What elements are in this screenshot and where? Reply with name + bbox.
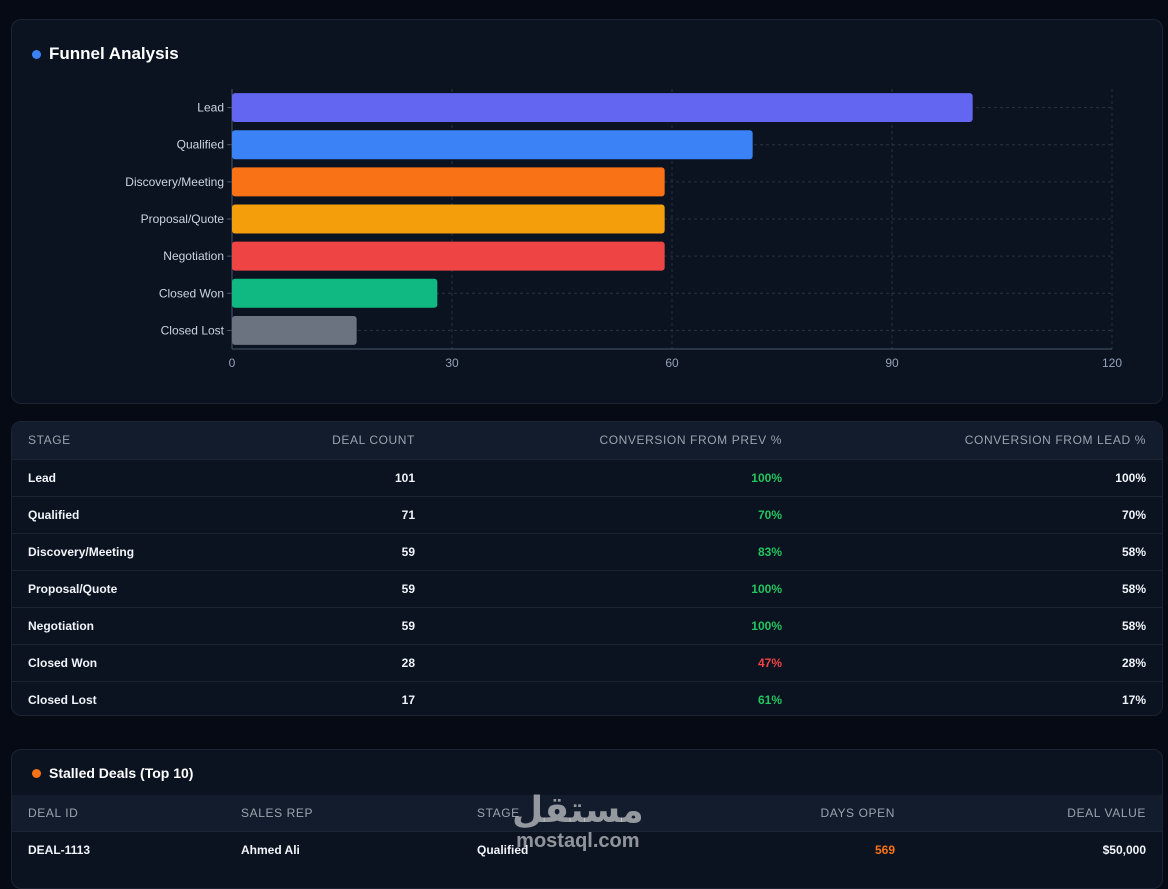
y-tick-label: Closed Won	[159, 286, 224, 300]
y-tick-label: Qualified	[177, 138, 224, 152]
cell-sales-rep: Ahmed Ali	[225, 830, 461, 868]
stage-table-row[interactable]: Closed Lost 17 61% 17%	[12, 680, 1162, 715]
cell-deal-count: 59	[212, 532, 431, 570]
stage-table-row[interactable]: Lead 101 100% 100%	[12, 458, 1162, 496]
header-deal-count[interactable]: DEAL COUNT	[332, 433, 415, 448]
cell-conversion-lead: 17%	[798, 680, 1162, 715]
cell-deal-count: 101	[212, 458, 431, 496]
header-sales-rep[interactable]: SALES REP	[241, 805, 314, 820]
y-tick-label: Lead	[197, 101, 224, 115]
cell-conversion-prev: 70%	[431, 495, 798, 533]
cell-conversion-prev: 100%	[431, 458, 798, 496]
cell-deal-value: $50,000	[911, 830, 1162, 868]
cell-stage: Lead	[12, 458, 212, 496]
cell-conversion-lead: 58%	[798, 606, 1162, 644]
header-stage[interactable]: STAGE	[477, 805, 520, 820]
header-deal-value[interactable]: DEAL VALUE	[1067, 805, 1146, 820]
bar-negotiation	[232, 241, 665, 271]
stalled-title-text: Stalled Deals (Top 10)	[49, 765, 194, 781]
cell-conversion-lead: 100%	[798, 458, 1162, 496]
x-tick-label: 120	[1102, 356, 1122, 370]
bar-qualified	[232, 130, 753, 160]
y-tick-label: Negotiation	[163, 249, 224, 263]
cell-deal-id: DEAL-1113	[12, 830, 225, 868]
stage-table-header-row: STAGE DEAL COUNT CONVERSION FROM PREV % …	[12, 422, 1162, 459]
y-tick-label: Closed Lost	[161, 323, 225, 337]
x-tick-label: 90	[885, 356, 899, 370]
bar-closed-lost	[232, 315, 357, 345]
header-stage[interactable]: STAGE	[28, 433, 71, 448]
cell-days-open: 569	[673, 830, 911, 868]
x-tick-label: 30	[445, 356, 459, 370]
cell-stage: Closed Lost	[12, 680, 212, 715]
cell-conversion-prev: 100%	[431, 606, 798, 644]
bar-proposal-quote	[232, 204, 665, 234]
stalled-deals-card: Stalled Deals (Top 10) DEAL ID SALES REP…	[11, 749, 1163, 889]
funnel-analysis-card: Funnel Analysis 0 30 60 90 120 Lead Qualified D…	[11, 19, 1163, 404]
cell-conversion-lead: 70%	[798, 495, 1162, 533]
funnel-title-dot-icon	[32, 49, 41, 59]
stalled-deal-row[interactable]: DEAL-1113 Ahmed Ali Qualified 569 $50,000	[12, 830, 1162, 868]
cell-stage: Closed Won	[12, 643, 212, 681]
x-tick-label: 60	[665, 356, 679, 370]
y-tick-label: Discovery/Meeting	[125, 175, 224, 189]
stage-conversion-card: STAGE DEAL COUNT CONVERSION FROM PREV % …	[11, 421, 1163, 716]
x-tick-label: 0	[229, 356, 236, 370]
y-tick-label: Proposal/Quote	[141, 212, 225, 226]
cell-stage: Qualified	[12, 495, 212, 533]
header-conversion-prev[interactable]: CONVERSION FROM PREV %	[599, 433, 782, 448]
cell-conversion-lead: 28%	[798, 643, 1162, 681]
funnel-bar-chart: 0 30 60 90 120 Lead Qualified Discovery/Meeting…	[125, 89, 1122, 370]
cell-conversion-prev: 61%	[431, 680, 798, 715]
cell-deal-count: 59	[212, 606, 431, 644]
cell-conversion-prev: 83%	[431, 532, 798, 570]
cell-deal-count: 17	[212, 680, 431, 715]
funnel-title-text: Funnel Analysis	[49, 44, 179, 63]
stage-table-row[interactable]: Qualified 71 70% 70%	[12, 495, 1162, 533]
stalled-deals-title: Stalled Deals (Top 10)	[32, 765, 193, 781]
cell-deal-count: 59	[212, 569, 431, 607]
cell-stage: Negotiation	[12, 606, 212, 644]
bar-lead	[232, 93, 973, 123]
stage-table-row[interactable]: Closed Won 28 47% 28%	[12, 643, 1162, 681]
cell-conversion-prev: 47%	[431, 643, 798, 681]
cell-conversion-lead: 58%	[798, 532, 1162, 570]
stalled-title-dot-icon	[32, 768, 41, 778]
cell-conversion-prev: 100%	[431, 569, 798, 607]
header-conversion-lead[interactable]: CONVERSION FROM LEAD %	[964, 433, 1146, 448]
header-days-open[interactable]: DAYS OPEN	[820, 805, 895, 820]
bar-discovery-meeting	[232, 167, 665, 197]
cell-conversion-lead: 58%	[798, 569, 1162, 607]
funnel-title: Funnel Analysis	[32, 44, 179, 64]
stage-table-row[interactable]: Discovery/Meeting 59 83% 58%	[12, 532, 1162, 570]
cell-deal-count: 28	[212, 643, 431, 681]
cell-stage: Discovery/Meeting	[12, 532, 212, 570]
stage-conversion-table: STAGE DEAL COUNT CONVERSION FROM PREV % …	[12, 422, 1162, 715]
stalled-deals-table: DEAL ID SALES REP STAGE DAYS OPEN DEAL V…	[12, 795, 1162, 868]
cell-deal-count: 71	[212, 495, 431, 533]
stage-table-row[interactable]: Negotiation 59 100% 58%	[12, 606, 1162, 644]
cell-stage: Proposal/Quote	[12, 569, 212, 607]
stalled-table-header-row: DEAL ID SALES REP STAGE DAYS OPEN DEAL V…	[12, 795, 1162, 831]
header-deal-id[interactable]: DEAL ID	[28, 805, 79, 820]
cell-stage: Qualified	[461, 830, 673, 868]
bar-closed-won	[232, 278, 438, 308]
stage-table-row[interactable]: Proposal/Quote 59 100% 58%	[12, 569, 1162, 607]
